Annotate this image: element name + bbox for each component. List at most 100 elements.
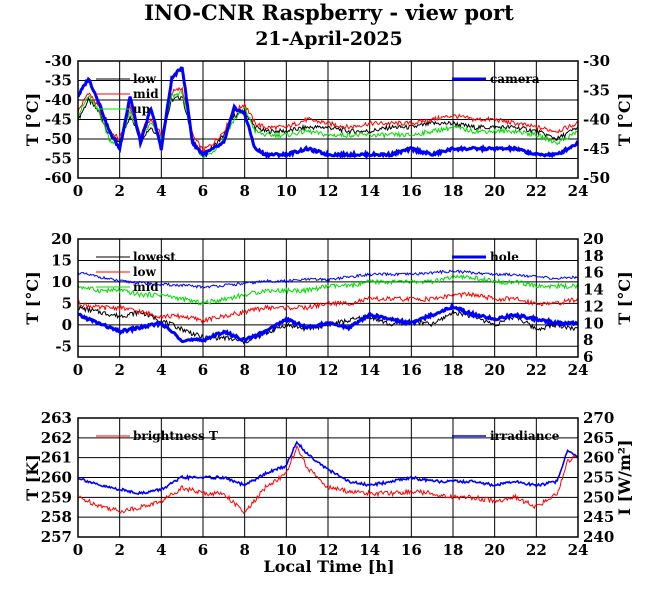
legend-label: low [133,265,157,279]
x-axis-label: Local Time [h] [263,557,394,576]
x-tick-label: 14 [359,541,380,559]
x-tick-label: 4 [156,361,166,379]
legend-label: irradiance [490,429,560,443]
panel-2: 0 2 4 6 8 10 12 14 16 18 20 22 2420151050-5201816141… [23,230,634,379]
y2-axis-label: I [W/m²] [615,440,634,516]
legend-label: low [133,72,157,86]
y2-tick-label: -30 [583,52,610,70]
y-tick-label: -50 [45,130,72,148]
x-tick-label: 22 [526,361,547,379]
y2-tick-label: 260 [583,449,614,467]
x-tick-label: 4 [156,541,166,559]
y2-axis-label: T [°C] [615,271,634,324]
x-tick-label: 20 [484,361,505,379]
series-line-hole [78,302,578,344]
x-tick-label: 10 [276,182,297,200]
y2-tick-label: 265 [583,429,614,447]
y2-tick-label: 8 [583,331,593,349]
legend-label: mid [133,280,159,294]
x-tick-label: 24 [568,541,589,559]
y2-tick-label: 240 [583,528,614,546]
series-line-lowest [78,304,578,345]
plot-frame [77,417,579,538]
x-tick-label: 0 [73,541,83,559]
y-tick-label: -45 [45,111,72,129]
y2-tick-label: 10 [583,314,604,332]
x-tick-label: 12 [318,541,339,559]
y2-tick-label: -50 [583,169,610,187]
x-tick-label: 18 [443,182,464,200]
x-tick-label: 24 [568,182,589,200]
y-tick-label: 257 [41,528,72,546]
series-line-unlabeled [78,269,578,289]
legend-label: brightness T [133,429,218,443]
figure-subtitle: 21-April-2025 [255,28,403,50]
x-tick-label: 16 [401,541,422,559]
y2-axis-label: T [°C] [615,93,634,146]
plot-frame [77,238,579,358]
y-tick-label: 262 [41,429,72,447]
y2-tick-label: 14 [583,281,604,299]
x-tick-label: 22 [526,182,547,200]
x-tick-label: 2 [114,541,124,559]
x-tick-label: 12 [318,361,339,379]
y-tick-label: -60 [45,169,72,187]
y-tick-label: -40 [45,91,72,109]
y-tick-label: 0 [62,316,72,334]
y-tick-label: 260 [41,469,72,487]
y-tick-label: 263 [41,409,72,427]
series-line-brightness-T [78,445,578,515]
y2-tick-label: 20 [583,230,604,248]
panel-1: 0 2 4 6 8 10 12 14 16 18 20 22 24-30-35-40-45-50-55-… [23,52,634,200]
y2-tick-label: 270 [583,409,614,427]
x-tick-label: 6 [198,182,208,200]
y-tick-label: 261 [41,449,72,467]
y-tick-label: 20 [51,230,72,248]
y2-tick-label: 255 [583,469,614,487]
x-tick-label: 20 [484,182,505,200]
y2-tick-label: 6 [583,348,593,366]
figure-title: INO-CNR Raspberry - view port [144,0,514,25]
y-tick-label: 5 [62,294,72,312]
y2-tick-label: 12 [583,297,604,315]
y2-tick-label: -40 [583,111,610,129]
x-tick-label: 2 [114,361,124,379]
x-tick-label: 20 [484,541,505,559]
y2-tick-label: -45 [583,140,610,158]
y-tick-label: 10 [51,273,72,291]
y-tick-label: 259 [41,488,72,506]
x-tick-label: 10 [276,361,297,379]
y-tick-label: 15 [51,251,72,269]
y-tick-label: -35 [45,72,72,90]
y-axis-label: T [°C] [23,271,42,324]
plot-frame [77,60,579,179]
x-tick-label: 14 [359,182,380,200]
legend-label: lowest [133,250,176,264]
x-tick-label: 2 [114,182,124,200]
x-tick-label: 4 [156,182,166,200]
x-tick-label: 24 [568,361,589,379]
y2-tick-label: 18 [583,247,604,265]
x-tick-label: 10 [276,541,297,559]
x-tick-label: 22 [526,541,547,559]
series-line-camera [78,66,578,160]
x-tick-label: 18 [443,541,464,559]
x-tick-label: 16 [401,361,422,379]
x-tick-label: 18 [443,361,464,379]
y2-tick-label: -35 [583,81,610,99]
y2-tick-label: 250 [583,488,614,506]
series-line-mid [78,274,578,306]
x-tick-label: 0 [73,182,83,200]
panels: 0 2 4 6 8 10 12 14 16 18 20 22 24-30-35-40-45-50-55-… [23,52,634,559]
legend-label: mid [133,87,159,101]
x-tick-label: 0 [73,361,83,379]
legend-label: hole [490,250,519,264]
y-tick-label: -5 [55,337,72,355]
y-axis-label: T [°C] [23,93,42,146]
y-tick-label: -55 [45,150,72,168]
y-tick-label: 258 [41,508,72,526]
x-tick-label: 12 [318,182,339,200]
x-tick-label: 8 [239,182,249,200]
legend-label: up [133,102,150,116]
